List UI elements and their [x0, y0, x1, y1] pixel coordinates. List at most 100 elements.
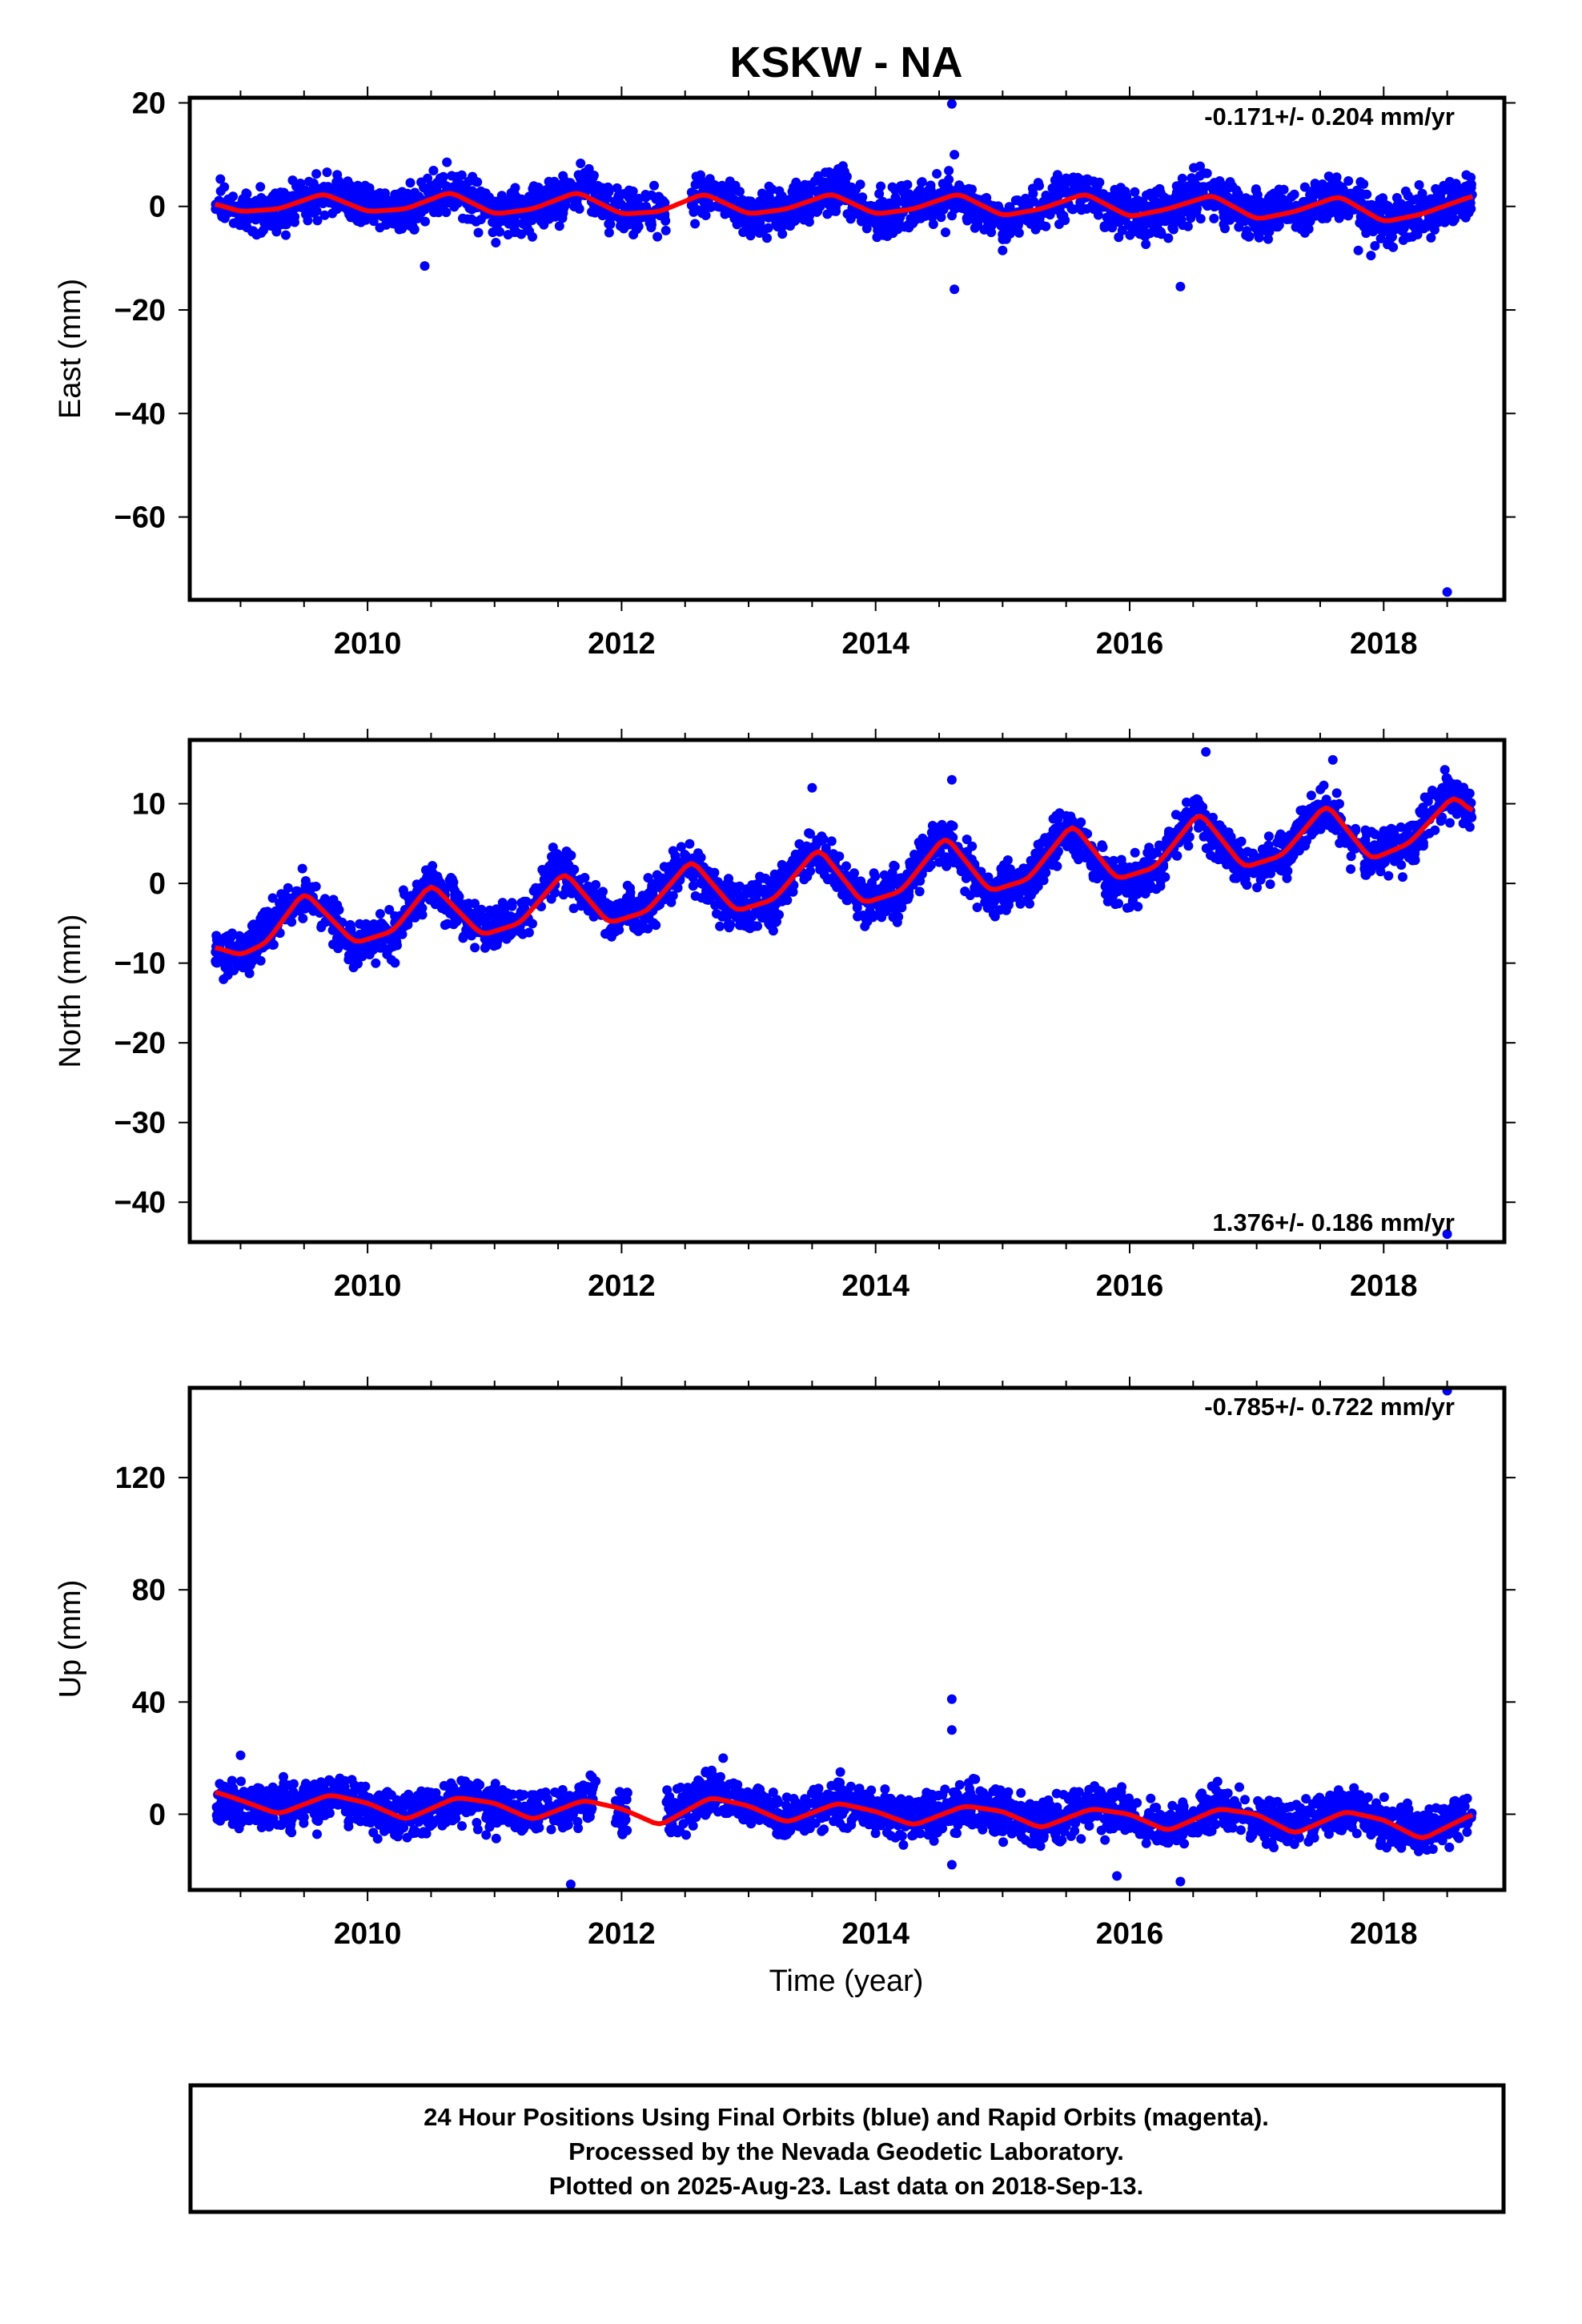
data-point: [1091, 185, 1102, 195]
data-point: [631, 223, 641, 233]
data-point: [872, 232, 882, 243]
data-point: [992, 201, 1002, 211]
data-point: [898, 187, 909, 197]
y-tick-label: 0: [149, 191, 166, 224]
data-point: [1439, 217, 1450, 227]
data-point: [301, 209, 311, 219]
data-point: [1186, 173, 1197, 183]
data-point: [492, 200, 503, 211]
data-point: [762, 233, 772, 243]
data-point: [688, 881, 698, 891]
data-point: [572, 200, 583, 211]
data-point: [1186, 213, 1196, 223]
y-tick-label: −40: [114, 397, 166, 431]
data-point: [964, 183, 974, 194]
data-point: [275, 187, 286, 198]
data-point: [349, 183, 359, 194]
data-point: [1145, 883, 1155, 894]
x-tick-label: 2010: [334, 627, 402, 661]
data-point: [1384, 825, 1395, 835]
data-point: [1458, 210, 1468, 220]
data-point: [764, 181, 774, 191]
chart-title: KSKW - NA: [730, 38, 963, 86]
data-point: [1110, 184, 1120, 195]
data-point: [1414, 180, 1424, 190]
data-point: [1369, 222, 1379, 232]
data-point: [1464, 201, 1475, 211]
data-point: [844, 183, 854, 194]
data-point: [373, 199, 383, 209]
data-point: [826, 195, 837, 206]
data-point: [1257, 199, 1267, 209]
data-point: [1312, 189, 1323, 199]
east-fit-line: [215, 191, 1474, 223]
data-point: [1419, 223, 1429, 234]
data-point: [1306, 790, 1316, 801]
data-point: [698, 177, 709, 187]
data-point: [403, 188, 413, 199]
data-point: [724, 919, 733, 929]
data-point: [857, 215, 867, 226]
data-point: [913, 838, 924, 847]
data-point: [855, 179, 865, 190]
data-point: [901, 199, 911, 210]
data-point: [1387, 231, 1397, 242]
data-point: [612, 183, 622, 193]
data-point: [416, 880, 426, 891]
data-point: [1058, 176, 1067, 187]
data-point: [266, 221, 276, 231]
data-point: [1359, 179, 1369, 189]
data-point: [236, 217, 247, 227]
data-point: [1430, 224, 1439, 235]
data-point: [1439, 765, 1450, 775]
data-point: [1317, 214, 1327, 223]
data-point: [353, 959, 363, 969]
data-point: [1098, 842, 1108, 852]
data-point: [777, 198, 787, 208]
data-point: [705, 182, 716, 192]
data-point: [1461, 170, 1472, 180]
data-point: [1274, 220, 1284, 231]
data-point: [297, 863, 307, 874]
data-point: [1361, 228, 1371, 239]
data-point: [914, 887, 925, 897]
data-point: [278, 895, 287, 905]
data-point: [1447, 210, 1457, 219]
data-point: [1333, 186, 1343, 196]
data-point: [853, 911, 863, 922]
data-point: [458, 213, 468, 223]
data-point: [590, 207, 600, 218]
data-point: [1323, 185, 1333, 195]
data-point: [1203, 200, 1213, 211]
data-point: [1464, 186, 1474, 195]
data-point: [548, 206, 559, 215]
data-point: [1323, 171, 1334, 182]
x-tick-label: 2018: [1350, 627, 1418, 661]
data-point: [947, 211, 957, 221]
data-point: [1379, 204, 1389, 215]
data-point: [808, 202, 818, 211]
outlier-point: [420, 261, 430, 271]
data-point: [1392, 200, 1403, 211]
data-point: [1014, 218, 1024, 228]
data-point: [757, 201, 768, 211]
data-point: [1027, 183, 1038, 194]
data-point: [1400, 186, 1411, 196]
data-point: [876, 181, 886, 191]
data-point: [686, 187, 697, 198]
data-point: [1167, 195, 1178, 205]
east-y-tick-labels: 200−20−40−60: [114, 86, 166, 534]
data-point: [1079, 184, 1090, 195]
data-point: [690, 179, 701, 190]
data-point: [303, 187, 313, 197]
data-point: [281, 230, 291, 240]
data-point: [509, 222, 520, 232]
data-point: [986, 227, 997, 238]
data-point: [373, 920, 383, 931]
data-point: [533, 183, 544, 192]
data-point: [826, 836, 837, 846]
data-point: [251, 195, 261, 206]
data-point: [1244, 231, 1255, 242]
data-point: [331, 177, 342, 187]
